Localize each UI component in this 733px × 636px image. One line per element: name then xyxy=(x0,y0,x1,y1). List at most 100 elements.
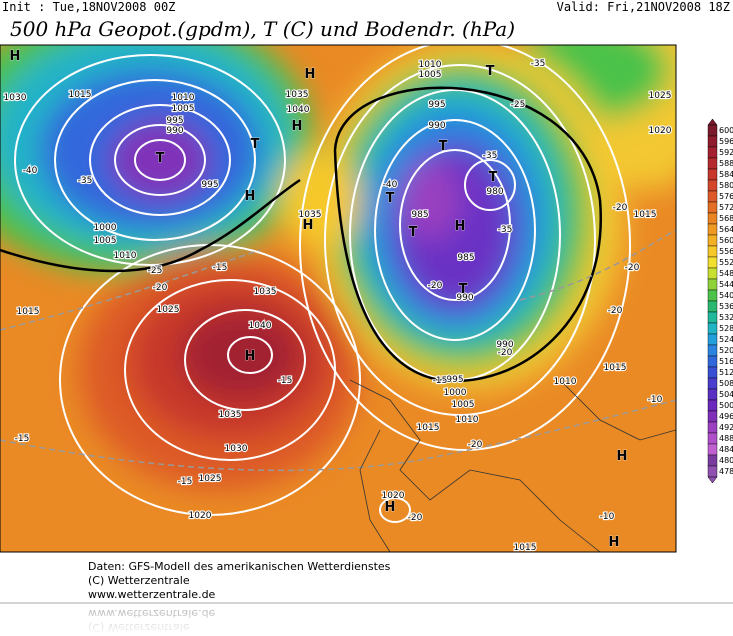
pressure-center: T xyxy=(251,137,260,152)
legend-swatch xyxy=(707,465,718,478)
contour-label: -35 xyxy=(483,151,498,161)
contour-label: 1015 xyxy=(514,543,537,553)
footer-line: (C) Wetterzentrale xyxy=(88,574,190,587)
legend-label: 588 xyxy=(719,159,733,168)
legend-label: 560 xyxy=(719,236,733,245)
legend-swatch xyxy=(707,432,718,445)
contour-label: -20 xyxy=(468,440,483,450)
legend-label: 508 xyxy=(719,379,733,388)
contour-label: 995 xyxy=(166,116,183,126)
legend-label: 600 xyxy=(719,126,733,135)
legend-swatch xyxy=(707,212,718,225)
contour-label: 1015 xyxy=(17,307,40,317)
legend-label: 576 xyxy=(719,192,733,201)
legend-label: 480 xyxy=(719,456,733,465)
legend-swatch xyxy=(707,311,718,324)
contour-label: 995 xyxy=(428,100,445,110)
contour-label: 1035 xyxy=(219,410,242,420)
contour-label: 1020 xyxy=(382,491,405,501)
contour-label: 1025 xyxy=(199,474,222,484)
contour-label: 1000 xyxy=(444,388,467,398)
reflection-fade xyxy=(0,604,733,636)
contour-label: -35 xyxy=(78,176,93,186)
contour-label: -20 xyxy=(625,263,640,273)
footer-line: Daten: GFS-Modell des amerikanischen Wet… xyxy=(88,560,391,573)
contour-label: 1040 xyxy=(249,321,272,331)
contour-label: -35 xyxy=(498,225,513,235)
pressure-center: H xyxy=(303,218,314,233)
contour-label: 985 xyxy=(457,253,474,263)
contour-label: 1030 xyxy=(225,444,248,454)
contour-label: 1030 xyxy=(4,93,27,103)
legend-label: 568 xyxy=(719,214,733,223)
legend-label: 516 xyxy=(719,357,733,366)
contour-label: 1005 xyxy=(94,236,117,246)
contour-label: -15 xyxy=(278,376,293,386)
pressure-center: T xyxy=(489,170,498,185)
contour-label: 995 xyxy=(446,375,463,385)
contour-label: -15 xyxy=(213,263,228,273)
contour-label: 990 xyxy=(496,340,513,350)
legend-swatch xyxy=(707,300,718,313)
contour-label: 1005 xyxy=(419,70,442,80)
legend-swatch xyxy=(707,245,718,258)
legend-label: 552 xyxy=(719,258,733,267)
pressure-center: T xyxy=(386,191,395,206)
legend-swatch xyxy=(707,443,718,456)
pressure-center: H xyxy=(609,535,620,550)
contour-label: -40 xyxy=(383,180,398,190)
contour-label: 1010 xyxy=(554,377,577,387)
legend-label: 564 xyxy=(719,225,733,234)
legend-label: 484 xyxy=(719,445,733,454)
legend-swatch xyxy=(707,201,718,214)
legend-label: 532 xyxy=(719,313,733,322)
legend-swatch xyxy=(707,223,718,236)
contour-label: 980 xyxy=(486,187,503,197)
legend-swatch xyxy=(707,399,718,412)
pressure-center: H xyxy=(305,67,316,82)
contour-label: -40 xyxy=(23,166,38,176)
contour-label: 1010 xyxy=(172,93,195,103)
legend-swatch xyxy=(707,157,718,170)
legend-label: 512 xyxy=(719,368,733,377)
contour-label: 990 xyxy=(166,126,183,136)
map-title: 500 hPa Geopot.(gpdm), T (C) und Bodendr… xyxy=(10,17,515,41)
legend-label: 580 xyxy=(719,181,733,190)
pressure-center: H xyxy=(617,449,628,464)
legend-label: 520 xyxy=(719,346,733,355)
contour-label: 1000 xyxy=(94,223,117,233)
contour-label: 1035 xyxy=(286,90,309,100)
legend-label: 536 xyxy=(719,302,733,311)
contour-label: -25 xyxy=(148,266,163,276)
contour-label: 1010 xyxy=(456,415,479,425)
legend-swatch xyxy=(707,179,718,192)
legend-cap xyxy=(707,118,718,126)
contour-label: -20 xyxy=(613,203,628,213)
legend-swatch xyxy=(707,454,718,467)
footer-line: www.wetterzentrale.de xyxy=(88,588,216,601)
legend-label: 478 xyxy=(719,467,733,476)
pressure-center: T xyxy=(459,282,468,297)
legend-swatch xyxy=(707,146,718,159)
legend-label: 592 xyxy=(719,148,733,157)
legend-label: 492 xyxy=(719,423,733,432)
contour-label: -10 xyxy=(600,512,615,522)
contour-label: 1025 xyxy=(649,91,672,101)
contour-label: -25 xyxy=(511,100,526,110)
legend-swatch xyxy=(707,278,718,291)
legend-label: 524 xyxy=(719,335,733,344)
contour-label: -20 xyxy=(408,513,423,523)
contour-label: 1010 xyxy=(419,60,442,70)
legend-label: 584 xyxy=(719,170,733,179)
contour-label: 1020 xyxy=(189,511,212,521)
legend-label: 548 xyxy=(719,269,733,278)
contour-label: 1005 xyxy=(452,400,475,410)
contour-label: 990 xyxy=(456,293,473,303)
legend-swatch xyxy=(707,289,718,302)
contour-label: -15 xyxy=(433,376,448,386)
legend-swatch xyxy=(707,366,718,379)
contour-label: -10 xyxy=(648,395,663,405)
contour-label: 1020 xyxy=(649,126,672,136)
contour-label: 995 xyxy=(201,180,218,190)
